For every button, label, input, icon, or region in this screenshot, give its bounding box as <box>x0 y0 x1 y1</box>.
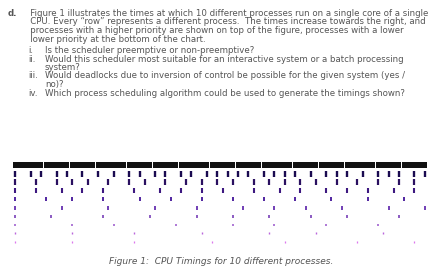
Bar <box>329 162 334 168</box>
Bar <box>407 162 412 168</box>
Bar <box>350 162 354 168</box>
Text: Which process scheduling algorithm could be used to generate the timings shown?: Which process scheduling algorithm could… <box>45 89 405 97</box>
Bar <box>308 162 313 168</box>
Bar <box>417 162 422 168</box>
Bar <box>220 162 225 168</box>
Text: i.: i. <box>28 46 33 55</box>
Text: Figure 1 illustrates the times at which 10 different processes run on a single c: Figure 1 illustrates the times at which … <box>22 9 428 18</box>
Bar <box>137 162 142 168</box>
Bar <box>33 162 38 168</box>
Bar <box>391 162 396 168</box>
Bar <box>319 162 324 168</box>
Bar <box>396 162 401 168</box>
Text: iv.: iv. <box>28 89 38 97</box>
Bar <box>80 162 85 168</box>
Bar <box>370 162 375 168</box>
Bar <box>205 162 210 168</box>
Bar <box>282 162 287 168</box>
Bar <box>44 162 49 168</box>
Text: system?: system? <box>45 63 81 72</box>
Bar <box>313 162 318 168</box>
Bar <box>386 162 391 168</box>
Bar <box>122 162 126 168</box>
Bar <box>215 162 220 168</box>
Bar <box>246 162 251 168</box>
Bar <box>210 162 215 168</box>
Bar <box>303 162 308 168</box>
Bar <box>277 162 282 168</box>
Text: processes with a higher priority are shown on top of the figure, processes with : processes with a higher priority are sho… <box>22 26 404 35</box>
Bar <box>402 162 407 168</box>
Bar <box>28 162 33 168</box>
Bar <box>339 162 344 168</box>
Bar <box>106 162 111 168</box>
Bar <box>152 162 157 168</box>
Text: ii.: ii. <box>28 55 35 63</box>
Bar <box>179 162 183 168</box>
Bar <box>298 162 303 168</box>
Text: CPU. Every “row” represents a different process.  The times increase towards the: CPU. Every “row” represents a different … <box>22 18 426 26</box>
Bar <box>344 162 350 168</box>
Bar <box>111 162 116 168</box>
Bar <box>163 162 168 168</box>
Text: d.: d. <box>8 9 18 18</box>
Text: iii.: iii. <box>28 72 38 80</box>
Bar <box>376 162 381 168</box>
Text: Would deadlocks due to inversion of control be possible for the given system (ye: Would deadlocks due to inversion of cont… <box>45 72 405 80</box>
Bar <box>381 162 386 168</box>
Bar <box>236 162 240 168</box>
Bar <box>355 162 360 168</box>
Bar <box>293 162 297 168</box>
Bar <box>189 162 194 168</box>
Bar <box>225 162 230 168</box>
Bar <box>18 162 23 168</box>
Bar <box>49 162 54 168</box>
Bar <box>272 162 277 168</box>
Bar <box>360 162 365 168</box>
Bar <box>132 162 137 168</box>
Bar <box>365 162 370 168</box>
Text: lower priority at the bottom of the chart.: lower priority at the bottom of the char… <box>22 35 206 43</box>
Bar <box>142 162 147 168</box>
Text: no)?: no)? <box>45 80 64 89</box>
Bar <box>287 162 293 168</box>
Bar <box>23 162 28 168</box>
Bar <box>12 162 18 168</box>
Bar <box>90 162 95 168</box>
Bar <box>251 162 256 168</box>
Bar <box>101 162 106 168</box>
Bar <box>54 162 59 168</box>
Bar <box>69 162 75 168</box>
Bar <box>241 162 246 168</box>
Bar <box>267 162 272 168</box>
Bar <box>116 162 121 168</box>
Text: Figure 1:  CPU Timings for 10 different processes.: Figure 1: CPU Timings for 10 different p… <box>109 257 333 266</box>
Text: Is the scheduler preemptive or non-preemptive?: Is the scheduler preemptive or non-preem… <box>45 46 254 55</box>
Text: Would this scheduler most suitable for an interactive system or a batch processi: Would this scheduler most suitable for a… <box>45 55 404 63</box>
Bar <box>199 162 204 168</box>
Bar <box>262 162 267 168</box>
Bar <box>324 162 329 168</box>
Bar <box>184 162 189 168</box>
Bar <box>230 162 236 168</box>
Bar <box>173 162 178 168</box>
Bar <box>85 162 90 168</box>
Bar <box>59 162 64 168</box>
Bar <box>38 162 43 168</box>
Bar <box>65 162 69 168</box>
Bar <box>412 162 417 168</box>
Bar <box>194 162 199 168</box>
Bar <box>256 162 261 168</box>
Bar <box>126 162 132 168</box>
Bar <box>147 162 152 168</box>
Bar <box>158 162 163 168</box>
Bar <box>334 162 339 168</box>
Bar <box>168 162 173 168</box>
Bar <box>75 162 80 168</box>
Bar <box>422 162 427 168</box>
Bar <box>95 162 100 168</box>
